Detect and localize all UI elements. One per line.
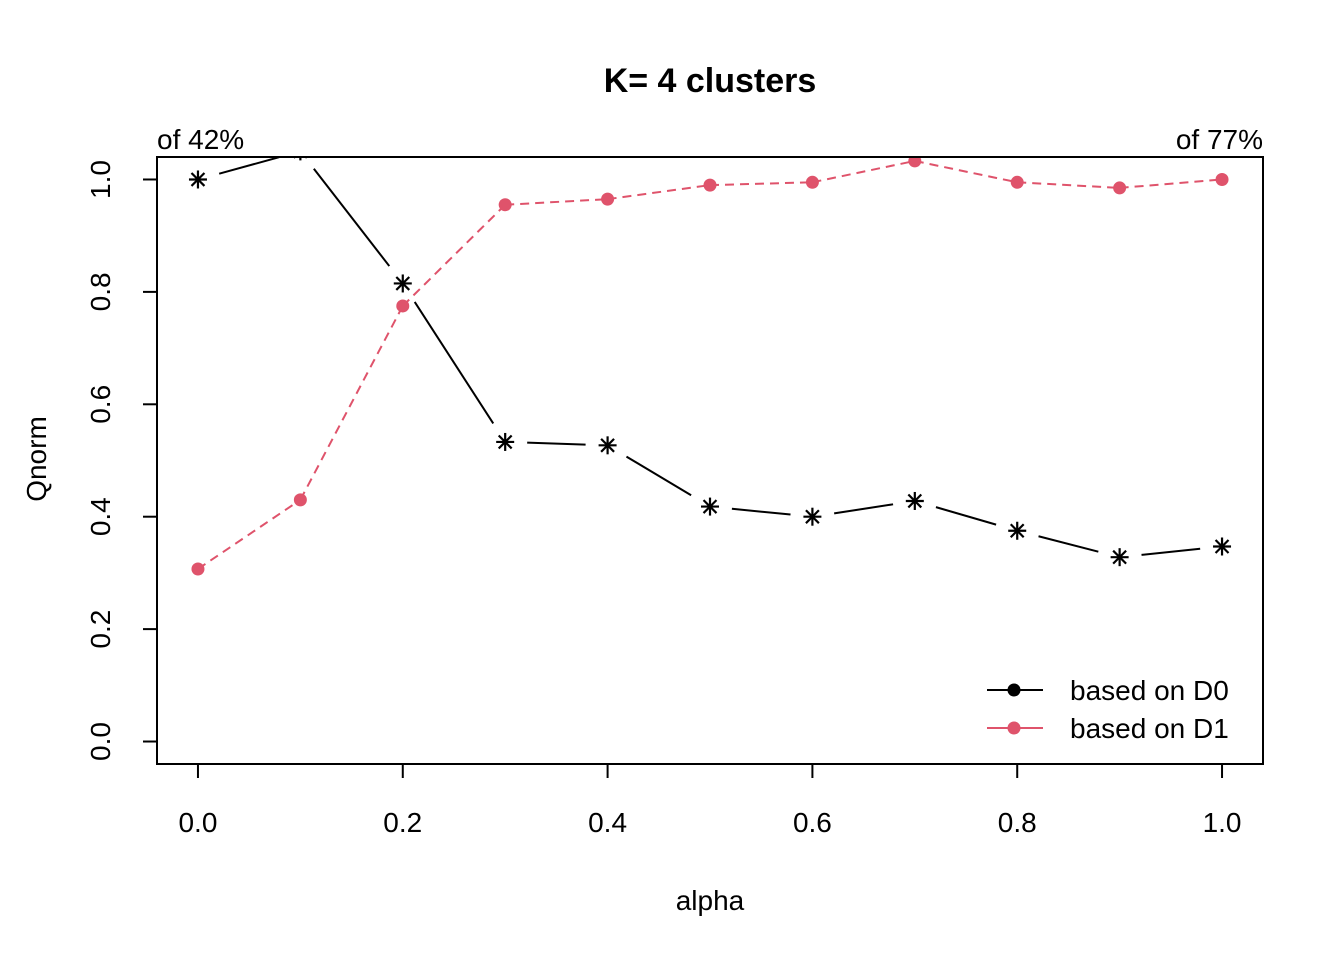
y-tick-label: 0.6	[85, 385, 116, 424]
data-point	[1010, 175, 1024, 189]
data-point	[703, 178, 717, 192]
y-tick-label: 0.4	[85, 497, 116, 536]
data-point	[188, 170, 207, 189]
series-line-segment	[1141, 547, 1201, 556]
data-point	[1213, 537, 1232, 556]
top-left-annotation: of 42%	[157, 124, 244, 155]
y-axis-label: Qnorm	[21, 416, 52, 502]
series-line-segment	[527, 441, 586, 446]
x-tick-label: 0.2	[383, 807, 422, 838]
data-point	[1215, 172, 1229, 186]
x-tick-label: 0.0	[178, 807, 217, 838]
series-line-segment	[402, 204, 506, 307]
axes: 0.0 0.2 0.4 0.6 0.8 1.0 0.0 0.2 0.4 0.6 0.8 1.0	[85, 160, 1242, 838]
data-point	[598, 436, 617, 455]
data-point	[601, 192, 615, 206]
x-tick-label: 0.6	[793, 807, 832, 838]
series-line-segment	[812, 159, 916, 184]
top-right-annotation: of 77%	[1176, 124, 1263, 155]
series-line-segment	[299, 305, 404, 501]
data-point	[293, 493, 307, 507]
x-axis-label: alpha	[676, 885, 745, 916]
data-point	[396, 299, 410, 313]
series-1	[188, 157, 1232, 567]
legend-label: based on D0	[1070, 675, 1229, 706]
plot-area	[188, 157, 1232, 576]
legend-label: based on D1	[1070, 713, 1229, 744]
legend: based on D0 based on D1	[987, 675, 1229, 744]
data-point	[1008, 521, 1027, 540]
data-point	[191, 562, 205, 576]
series-line-segment	[709, 181, 813, 187]
series-line-segment	[935, 506, 997, 526]
series-line-segment	[313, 168, 391, 267]
data-point	[701, 497, 719, 516]
series-line-segment	[1017, 181, 1120, 189]
data-point	[905, 491, 924, 510]
series-line-segment	[197, 499, 301, 570]
data-point	[908, 157, 922, 168]
series-2	[191, 157, 1229, 576]
y-tick-label: 0.0	[85, 722, 116, 761]
plot-frame	[156, 156, 1264, 765]
y-tick-label: 0.8	[85, 272, 116, 311]
series-line-segment	[505, 198, 608, 206]
legend-marker	[1007, 683, 1021, 697]
series-line-segment	[607, 184, 711, 201]
legend-marker	[1007, 721, 1021, 735]
series-line-segment	[1119, 178, 1223, 189]
series-line-segment	[625, 455, 692, 497]
x-tick-label: 1.0	[1203, 807, 1242, 838]
data-point	[1110, 548, 1129, 567]
data-point	[1113, 181, 1127, 195]
data-point	[496, 432, 515, 451]
series-line-segment	[218, 157, 280, 175]
series-line-segment	[834, 503, 894, 515]
chart-title: K= 4 clusters	[604, 62, 817, 100]
x-tick-label: 0.8	[998, 807, 1037, 838]
data-point	[498, 198, 512, 212]
data-point	[393, 274, 412, 293]
data-point	[803, 507, 822, 526]
series-line-segment	[1038, 535, 1099, 553]
series-line-segment	[914, 159, 1018, 184]
legend-item: based on D1	[987, 713, 1229, 744]
legend-item: based on D0	[987, 675, 1229, 706]
y-tick-label: 1.0	[85, 160, 116, 199]
data-point	[805, 175, 819, 189]
y-tick-label: 0.2	[85, 610, 116, 649]
x-tick-label: 0.4	[588, 807, 627, 838]
series-line-segment	[731, 507, 791, 516]
series-line-segment	[413, 301, 495, 425]
